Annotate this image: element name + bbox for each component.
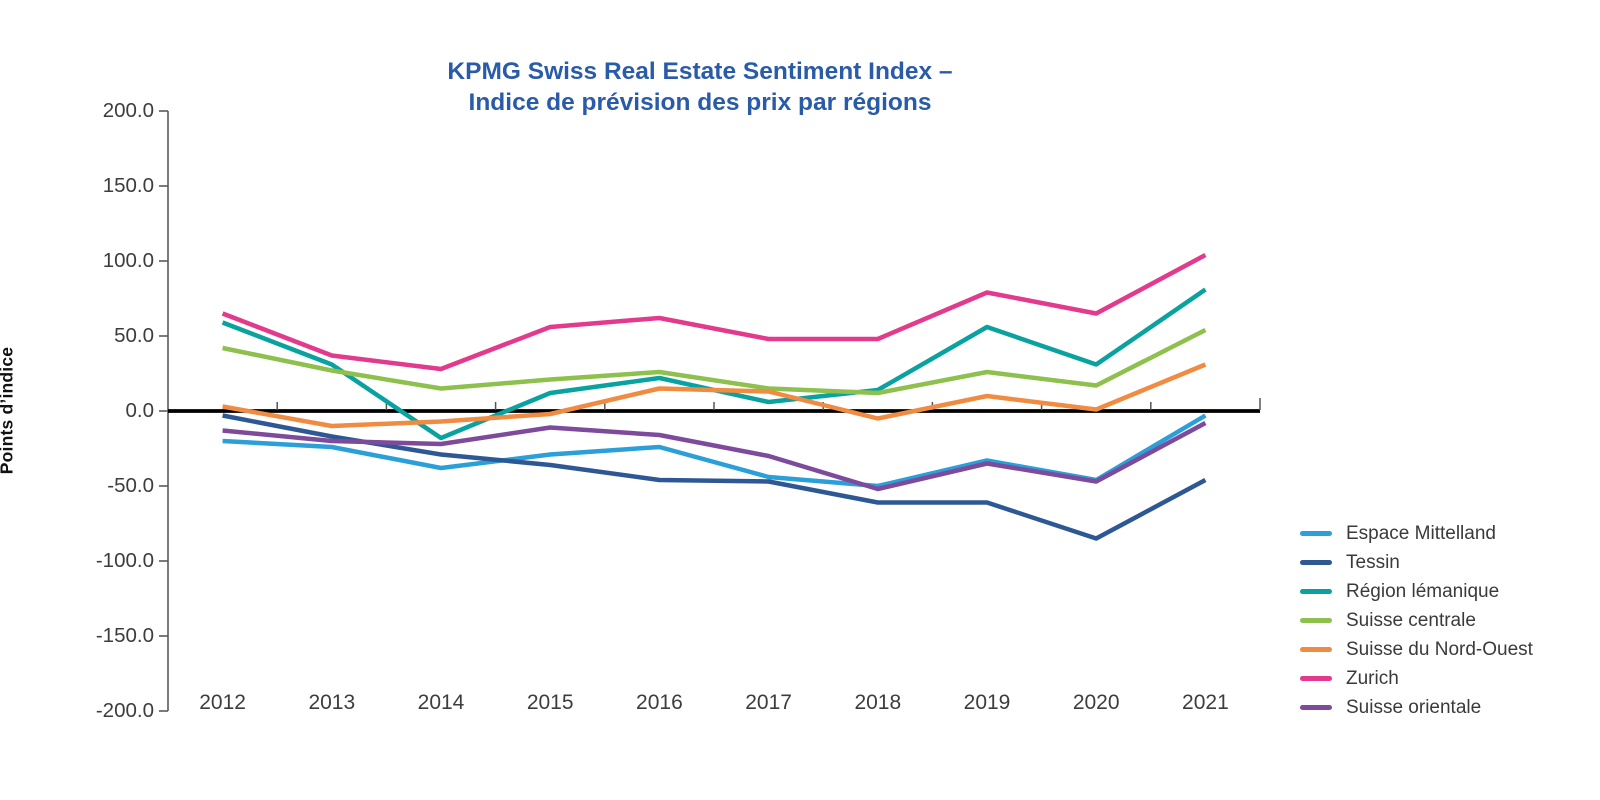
y-tick-label-0.0: 0.0	[125, 399, 155, 422]
x-tick-label-2017: 2017	[745, 691, 792, 714]
line-suisse-orientale	[222, 421, 1207, 492]
legend-swatch	[1300, 705, 1332, 710]
y-tick-label-100.0: 100.0	[102, 249, 154, 272]
line-suisse-centrale	[222, 327, 1207, 396]
y-tick-label--150.0: -150.0	[95, 624, 154, 647]
legend-label: Zurich	[1346, 667, 1399, 689]
x-tick-label-2012: 2012	[199, 691, 246, 714]
legend-item-suisse-du-nord-ouest: Suisse du Nord-Ouest	[1300, 635, 1533, 664]
line-suisse-du-nord-ouest	[222, 362, 1207, 429]
legend-swatch	[1300, 560, 1332, 565]
x-tick-label-2016: 2016	[636, 691, 683, 714]
legend-item-espace-mittelland: Espace Mittelland	[1300, 519, 1533, 548]
x-tick-label-2015: 2015	[526, 691, 574, 714]
legend-swatch	[1300, 676, 1332, 681]
legend: Espace Mittelland Tessin Région lémanique S…	[1300, 519, 1533, 722]
legend-label: Suisse centrale	[1346, 609, 1476, 631]
line-zurich	[221, 253, 1207, 372]
x-tick-label-2021: 2021	[1182, 691, 1229, 714]
legend-label: Suisse orientale	[1346, 696, 1482, 718]
legend-label: Espace Mittelland	[1346, 522, 1496, 544]
chart-title-line-1: KPMG Swiss Real Estate Sentiment Index –	[447, 58, 953, 85]
line-tessin	[222, 413, 1207, 541]
chart-title: KPMG Swiss Real Estate Sentiment Index –…	[340, 56, 1060, 118]
legend-swatch	[1300, 647, 1332, 652]
legend-label: Suisse du Nord-Ouest	[1346, 638, 1533, 660]
y-tick-label--200.0: -200.0	[95, 699, 154, 722]
y-tick-label-150.0: 150.0	[102, 174, 154, 197]
chart-title-line-2: Indice de prévision des prix par régions	[468, 89, 932, 116]
y-tick-label--100.0: -100.0	[95, 549, 154, 572]
line-r-gion-l-manique	[221, 287, 1207, 441]
x-tick-label-2019: 2019	[963, 691, 1011, 714]
legend-item-suisse-orientale: Suisse orientale	[1300, 693, 1533, 722]
legend-label: Tessin	[1346, 551, 1400, 573]
legend-swatch	[1300, 618, 1332, 623]
legend-item-r-gion-l-manique: Région lémanique	[1300, 577, 1533, 606]
y-tick-label-200.0: 200.0	[102, 99, 154, 122]
legend-item-tessin: Tessin	[1300, 548, 1533, 577]
y-tick-label--50.0: -50.0	[107, 474, 154, 497]
legend-label: Région lémanique	[1346, 580, 1500, 602]
legend-item-suisse-centrale: Suisse centrale	[1300, 606, 1533, 635]
legend-item-zurich: Zurich	[1300, 664, 1533, 693]
y-tick-label-50.0: 50.0	[114, 324, 154, 347]
x-tick-label-2020: 2020	[1072, 691, 1120, 714]
x-tick-label-2018: 2018	[854, 691, 902, 714]
legend-swatch	[1300, 589, 1332, 594]
x-tick-label-2014: 2014	[417, 691, 465, 714]
legend-swatch	[1300, 531, 1332, 536]
x-tick-label-2013: 2013	[308, 691, 356, 714]
